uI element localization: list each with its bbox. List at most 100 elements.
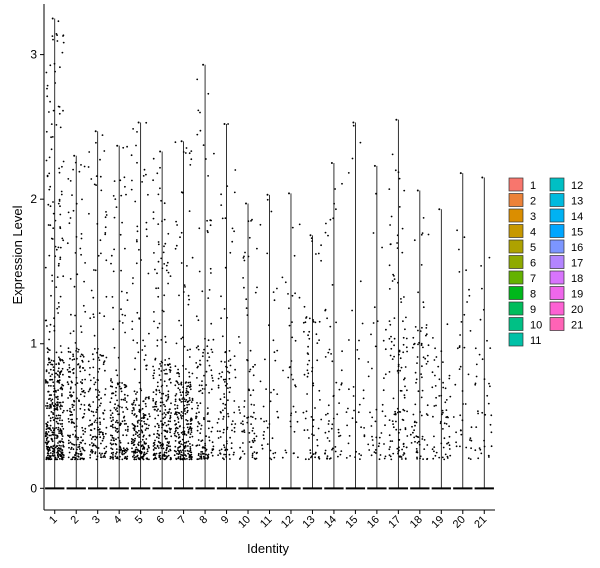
data-point xyxy=(114,443,117,445)
data-point xyxy=(117,436,120,439)
data-point xyxy=(104,369,106,372)
data-point xyxy=(223,444,225,447)
data-point xyxy=(199,359,201,362)
data-point xyxy=(421,438,424,440)
data-point xyxy=(177,437,180,439)
data-point xyxy=(127,442,130,445)
data-point xyxy=(57,389,59,392)
data-point xyxy=(227,360,230,362)
data-point xyxy=(311,366,314,369)
data-point xyxy=(353,409,355,412)
data-point xyxy=(170,435,173,438)
data-point xyxy=(170,412,173,414)
data-point xyxy=(415,448,418,450)
data-point xyxy=(417,436,420,438)
data-point xyxy=(49,378,52,381)
data-point xyxy=(252,374,255,377)
data-point xyxy=(124,397,126,399)
data-point xyxy=(157,260,160,263)
data-point xyxy=(384,424,386,427)
data-point xyxy=(362,389,365,392)
data-point xyxy=(152,365,155,368)
data-point xyxy=(139,440,142,443)
data-point xyxy=(166,455,169,458)
data-point xyxy=(433,435,435,438)
data-point xyxy=(203,418,205,421)
data-point xyxy=(75,436,78,438)
data-point xyxy=(228,377,231,380)
data-point xyxy=(76,357,78,360)
data-point xyxy=(124,386,126,389)
data-point xyxy=(426,360,429,363)
data-point xyxy=(100,442,102,445)
data-point xyxy=(119,455,121,458)
data-point xyxy=(474,382,477,385)
data-point xyxy=(327,351,330,354)
data-point xyxy=(114,455,117,458)
data-point xyxy=(403,189,406,192)
data-point xyxy=(327,234,329,237)
data-point xyxy=(125,406,128,409)
data-point xyxy=(77,363,80,365)
data-point xyxy=(470,439,473,442)
data-point xyxy=(145,438,148,440)
data-point xyxy=(126,448,129,451)
legend-entry-1: 1 xyxy=(508,177,536,192)
data-point xyxy=(59,408,62,410)
x-tick-label: 13 xyxy=(300,514,317,531)
data-point xyxy=(261,444,263,447)
data-point xyxy=(389,323,392,326)
data-point xyxy=(352,395,355,397)
data-point xyxy=(55,414,58,417)
data-point xyxy=(89,405,92,408)
data-point xyxy=(222,457,224,459)
data-point xyxy=(69,217,72,219)
data-point xyxy=(152,179,155,182)
data-point xyxy=(77,436,80,439)
data-point xyxy=(459,334,461,336)
data-point xyxy=(53,449,56,452)
data-point xyxy=(68,420,70,423)
data-point xyxy=(121,382,123,384)
data-point xyxy=(367,375,370,378)
data-point xyxy=(56,422,59,425)
data-point xyxy=(176,381,179,384)
data-point xyxy=(298,223,301,226)
data-point xyxy=(140,389,143,392)
data-point xyxy=(201,451,204,453)
data-point xyxy=(309,449,312,451)
data-point xyxy=(241,430,244,433)
data-point xyxy=(305,410,308,413)
data-point xyxy=(388,337,391,340)
data-point xyxy=(58,447,61,450)
x-tick-label: 9 xyxy=(219,514,232,527)
data-point xyxy=(115,421,117,424)
data-point xyxy=(443,422,446,425)
data-point xyxy=(139,423,142,426)
x-tick-label: 21 xyxy=(472,514,489,531)
data-point xyxy=(56,448,59,450)
data-point xyxy=(227,123,230,125)
data-point xyxy=(152,211,155,214)
data-point xyxy=(216,430,219,433)
data-point xyxy=(148,446,150,449)
data-point xyxy=(465,446,468,449)
data-point xyxy=(207,420,209,423)
data-point xyxy=(422,301,425,304)
data-point xyxy=(400,301,403,303)
data-point xyxy=(46,448,49,451)
legend-label: 13 xyxy=(571,196,583,208)
data-point xyxy=(73,409,75,411)
data-point xyxy=(292,378,294,381)
data-point xyxy=(228,371,231,374)
data-point xyxy=(391,420,394,422)
data-point xyxy=(156,272,158,275)
data-point xyxy=(401,251,404,254)
data-point xyxy=(448,425,450,428)
data-point xyxy=(131,320,134,323)
data-point xyxy=(297,456,299,459)
data-point xyxy=(94,435,96,438)
data-point xyxy=(253,439,256,442)
legend-swatch xyxy=(508,193,524,207)
data-point xyxy=(101,354,104,357)
